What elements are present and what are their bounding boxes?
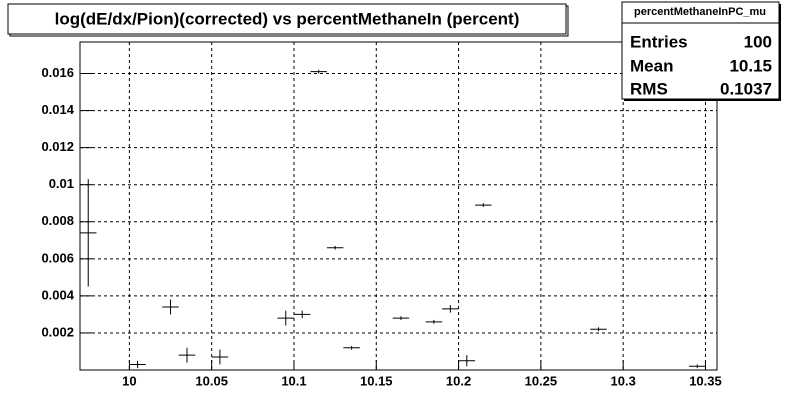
x-tick-label: 10.3 — [611, 373, 636, 388]
y-tick-label: 0.006 — [41, 250, 74, 265]
x-tick-label: 10.15 — [360, 373, 393, 388]
stats-label: RMS — [630, 79, 668, 98]
stats-box — [621, 1, 780, 100]
y-tick-label: 0.004 — [41, 287, 74, 302]
chart-title: log(dE/dx/Pion)(corrected) vs percentMet… — [55, 9, 520, 28]
x-tick-label: 10.25 — [525, 373, 558, 388]
y-tick-label: 0.008 — [41, 213, 74, 228]
title-box — [7, 3, 567, 35]
stats-label: Entries — [630, 32, 688, 51]
stats-label: Mean — [630, 56, 673, 75]
stats-title: percentMethaneInPC_mu — [634, 6, 766, 18]
stats-value: 10.15 — [729, 56, 772, 75]
stats-value: 100 — [744, 32, 772, 51]
x-tick-label: 10.05 — [195, 373, 228, 388]
plot-frame — [79, 41, 718, 371]
x-tick-label: 10.2 — [446, 373, 471, 388]
y-tick-label: 0.002 — [41, 324, 74, 339]
x-tick-label: 10 — [122, 373, 136, 388]
stats-value: 0.1037 — [720, 79, 772, 98]
y-tick-label: 0.016 — [41, 65, 74, 80]
x-tick-label: 10.1 — [281, 373, 306, 388]
plot-area: 0.002 0.004 0.006 0.008 0.01 0.012 0.014 0.016 1… — [41, 42, 722, 388]
y-tick-label: 0.014 — [41, 102, 74, 117]
x-tick-label: 10.35 — [689, 373, 722, 388]
y-tick-label: 0.012 — [41, 139, 74, 154]
y-tick-label: 0.01 — [49, 176, 74, 191]
